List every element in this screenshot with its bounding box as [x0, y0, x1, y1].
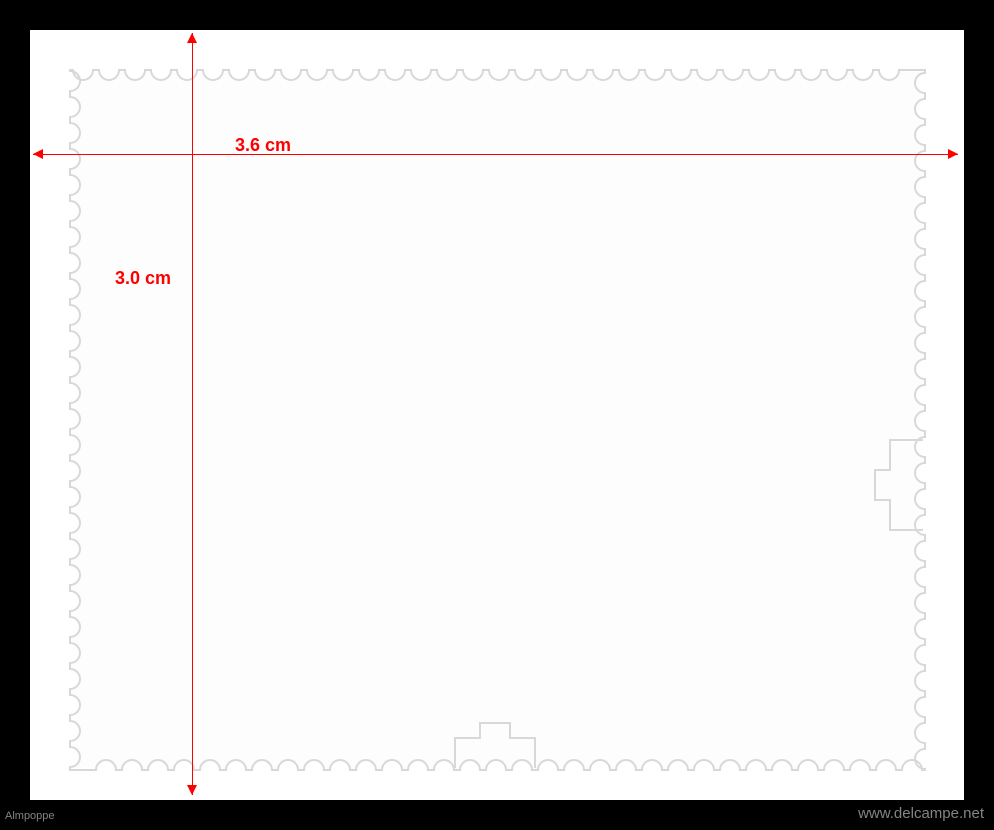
vertical-dimension-line	[192, 33, 193, 795]
watermark-left: Almpoppe	[5, 810, 55, 822]
horizontal-dimension-line	[33, 154, 958, 155]
stamp-outline	[0, 0, 994, 830]
horizontal-arrow-left	[33, 149, 43, 159]
horizontal-arrow-right	[948, 149, 958, 159]
vertical-arrow-top	[187, 33, 197, 43]
vertical-dimension-label: 3.0 cm	[115, 268, 171, 289]
horizontal-dimension-label: 3.6 cm	[235, 135, 291, 156]
vertical-arrow-bottom	[187, 785, 197, 795]
watermark-right: www.delcampe.net	[858, 805, 984, 822]
